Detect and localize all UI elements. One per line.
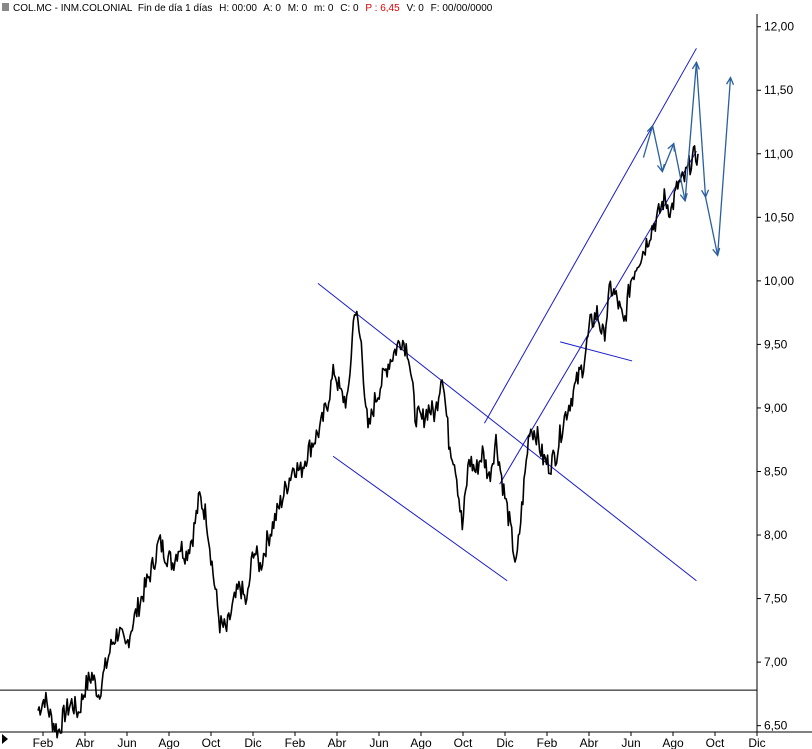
x-tick-label: Dic: [244, 736, 261, 749]
header-period: Fin de día 1 días: [138, 3, 213, 14]
chart-header: COL.MC - INM.COLONIAL Fin de día 1 días …: [2, 3, 493, 14]
header-f: F: 00/00/0000: [431, 3, 493, 14]
x-tick-label: Feb: [537, 736, 558, 749]
arrow-head-icon: [725, 76, 735, 86]
x-axis-ticks: Feb Abr Jun Ago Oct Dic Feb Abr Jun Ago Oct Dic Feb A…: [33, 732, 766, 749]
x-tick-label: Jun: [117, 736, 136, 749]
window-icon: [2, 3, 9, 11]
chart-header-text: COL.MC - INM.COLONIAL Fin de día 1 días …: [13, 3, 493, 14]
header-symbol: COL.MC - INM.COLONIAL: [13, 3, 133, 14]
x-tick-label: Ago: [410, 736, 432, 749]
y-tick-label: 7,50: [764, 592, 788, 606]
y-tick-label: 11,00: [764, 147, 793, 161]
header-mm: m: 0: [314, 3, 334, 14]
projection-segment: [651, 125, 664, 172]
projection-segment: [704, 196, 719, 256]
channel-line-small-support: [560, 341, 633, 362]
x-tick-label: Jun: [369, 736, 388, 749]
header-m: M: 0: [288, 3, 308, 14]
x-tick-label: Dic: [748, 736, 765, 749]
x-tick-label: Feb: [285, 736, 306, 749]
x-tick-label: Abr: [580, 736, 599, 749]
price-line: [37, 145, 699, 739]
y-tick-label: 9,00: [764, 401, 788, 415]
channel-line-descending-lower: [332, 455, 508, 582]
x-tick-label: Dic: [496, 736, 513, 749]
x-tick-label: Oct: [454, 736, 473, 749]
header-a: A: 0: [263, 3, 281, 14]
header-h: H: 00:00: [219, 3, 257, 14]
y-tick-label: 8,00: [764, 528, 788, 542]
x-tick-label: Feb: [33, 736, 54, 749]
projection-segment: [684, 62, 698, 201]
channel-line-ascending-upper: [484, 48, 697, 424]
y-tick-label: 6,50: [764, 719, 788, 733]
y-tick-label: 8,50: [764, 464, 788, 478]
y-tick-label: 7,00: [764, 655, 788, 669]
price-series: [37, 145, 699, 739]
header-c: C: 0: [340, 3, 359, 14]
x-tick-label: Oct: [202, 736, 221, 749]
x-tick-label: Ago: [662, 736, 684, 749]
x-tick-label: Abr: [328, 736, 347, 749]
y-tick-label: 11,50: [764, 83, 793, 97]
projection-arrows: [642, 60, 735, 257]
projection-segment: [642, 125, 654, 158]
x-tick-label: Ago: [158, 736, 180, 749]
header-v: V: 0: [406, 3, 424, 14]
y-tick-label: 12,00: [764, 20, 794, 34]
scroll-left-icon[interactable]: [2, 734, 8, 744]
header-p: P : 6,45: [365, 3, 400, 14]
projection-segment: [661, 143, 675, 172]
x-tick-label: Oct: [706, 736, 725, 749]
y-tick-label: 9,50: [764, 337, 788, 351]
y-tick-label: 10,50: [764, 210, 794, 224]
channel-line-descending-upper: [317, 283, 697, 582]
x-tick-label: Abr: [76, 736, 95, 749]
projection-segment: [716, 77, 732, 256]
y-tick-label: 10,00: [764, 274, 794, 288]
x-tick-label: Jun: [621, 736, 640, 749]
projection-segment: [695, 62, 707, 198]
y-axis-ticks: 12,00 11,50 11,00 10,50 10,00 9,50 9,00 8,50 8,0…: [757, 20, 794, 733]
projection-segment: [673, 143, 686, 201]
